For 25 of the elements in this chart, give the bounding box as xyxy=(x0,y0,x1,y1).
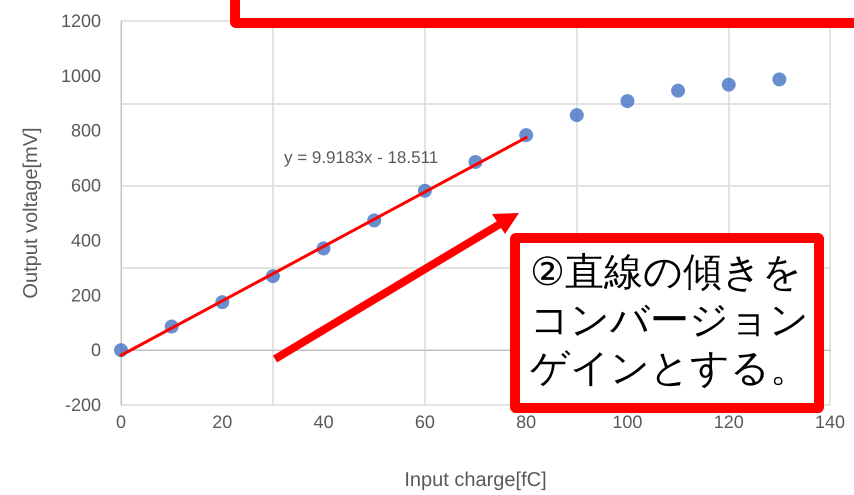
y-tick-label: -200 xyxy=(64,395,101,415)
y-tick-label: 1000 xyxy=(60,66,101,86)
annotation: y = 9.9183x - 18.511 xyxy=(284,148,438,168)
y-tick-label: 600 xyxy=(70,176,101,196)
y-tick-label: 0 xyxy=(90,340,101,360)
x-tick-label: 0 xyxy=(116,412,126,432)
point xyxy=(722,78,736,92)
y-tick-label: 1200 xyxy=(60,11,101,31)
point xyxy=(620,94,634,108)
x-tick-label: 120 xyxy=(714,412,744,432)
y-axis-title: Output voltage[mV] xyxy=(20,127,42,299)
x-tick-label: 100 xyxy=(612,412,642,432)
x-tick-label: 80 xyxy=(516,412,536,432)
y-tick-label: 400 xyxy=(70,230,101,250)
y-tick-label: 200 xyxy=(70,285,101,306)
x-tick-label: 140 xyxy=(814,412,846,432)
y-tick-label: 800 xyxy=(70,120,101,141)
x-tick-label: 60 xyxy=(414,412,435,432)
x-tick-label: 20 xyxy=(212,412,232,432)
point xyxy=(570,108,584,122)
point xyxy=(772,72,786,86)
x-axis-title: Input charge[fC] xyxy=(404,469,547,491)
annotation: ②直線の傾きをコンバージョンゲインとする。 xyxy=(510,233,824,413)
point xyxy=(671,84,686,98)
x-tick-label: 40 xyxy=(314,412,334,432)
